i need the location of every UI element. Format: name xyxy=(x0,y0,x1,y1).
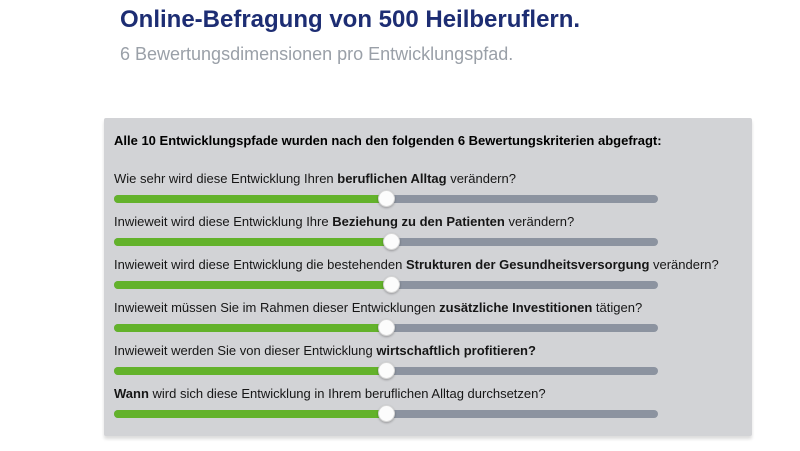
question-block-1: Wie sehr wird diese Entwicklung Ihren be… xyxy=(114,170,742,207)
rating-slider[interactable] xyxy=(114,319,658,336)
slider-handle[interactable] xyxy=(377,319,395,336)
rating-slider[interactable] xyxy=(114,276,658,293)
slider-handle[interactable] xyxy=(377,190,395,207)
slider-fill xyxy=(114,195,386,203)
slider-handle[interactable] xyxy=(382,276,400,293)
slider-fill xyxy=(114,238,392,246)
question-label: Inwieweit wird diese Entwicklung Ihre Be… xyxy=(114,214,575,229)
page-title: Online-Befragung von 500 Heilberuflern. xyxy=(120,6,581,33)
question-block-5: Inwieweit werden Sie von dieser Entwickl… xyxy=(114,342,742,379)
question-block-4: Inwieweit müssen Sie im Rahmen dieser En… xyxy=(114,299,742,336)
slider-handle[interactable] xyxy=(377,362,395,379)
rating-slider[interactable] xyxy=(114,190,658,207)
panel-header: Alle 10 Entwicklungspfade wurden nach de… xyxy=(114,133,662,148)
slider-fill xyxy=(114,324,386,332)
slider-handle[interactable] xyxy=(377,405,395,422)
rating-slider[interactable] xyxy=(114,405,658,422)
question-label: Wann wird sich diese Entwicklung in Ihre… xyxy=(114,386,546,401)
question-label: Inwieweit wird diese Entwicklung die bes… xyxy=(114,257,719,272)
question-block-3: Inwieweit wird diese Entwicklung die bes… xyxy=(114,256,742,293)
slider-fill xyxy=(114,281,392,289)
rating-slider[interactable] xyxy=(114,233,658,250)
question-label: Inwieweit müssen Sie im Rahmen dieser En… xyxy=(114,300,643,315)
slider-fill xyxy=(114,410,386,418)
question-label: Inwieweit werden Sie von dieser Entwickl… xyxy=(114,343,536,358)
page-subtitle: 6 Bewertungsdimensionen pro Entwicklungs… xyxy=(120,44,514,64)
slider-fill xyxy=(114,367,386,375)
question-label: Wie sehr wird diese Entwicklung Ihren be… xyxy=(114,171,516,186)
survey-panel: Alle 10 Entwicklungspfade wurden nach de… xyxy=(104,118,752,436)
question-block-6: Wann wird sich diese Entwicklung in Ihre… xyxy=(114,385,742,422)
question-block-2: Inwieweit wird diese Entwicklung Ihre Be… xyxy=(114,213,742,250)
rating-slider[interactable] xyxy=(114,362,658,379)
slider-handle[interactable] xyxy=(382,233,400,250)
